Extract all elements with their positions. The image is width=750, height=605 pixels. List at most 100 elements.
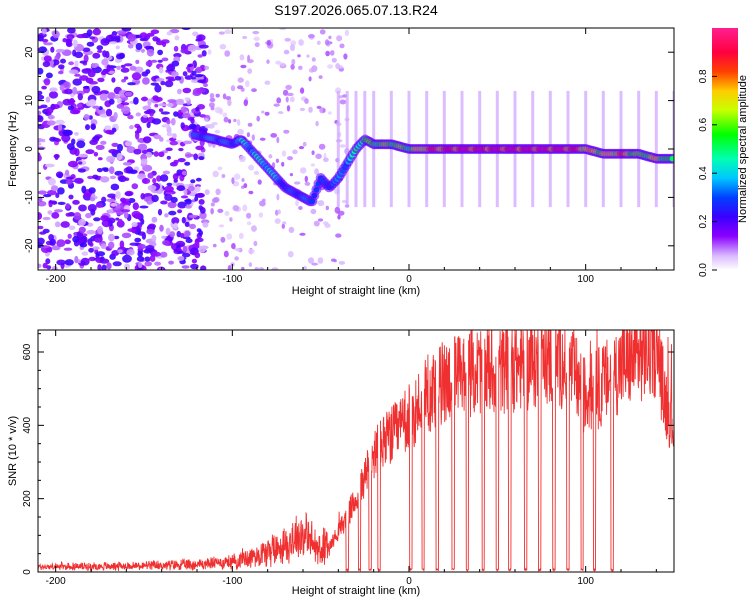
colorbar-label: Normalized spectral amplitude	[737, 75, 749, 223]
noise-blob	[325, 205, 329, 211]
noise-blob	[100, 215, 109, 222]
noise-blob	[55, 48, 65, 53]
noise-blob	[48, 200, 57, 204]
noise-blob	[137, 143, 148, 152]
noise-blob	[68, 194, 74, 200]
noise-blob	[142, 77, 150, 85]
noise-blob	[57, 201, 66, 205]
snr-series-line	[38, 330, 674, 572]
noise-blob	[200, 265, 207, 270]
noise-blob	[100, 38, 110, 46]
noise-blob	[146, 121, 151, 129]
noise-blob	[270, 133, 278, 138]
noise-blob	[248, 262, 253, 267]
noise-blob	[223, 116, 229, 123]
spectrogram-ytick-label: 10	[24, 95, 35, 107]
noise-blob	[57, 124, 63, 131]
noise-blob	[81, 185, 87, 194]
noise-blob	[318, 75, 323, 79]
noise-blob	[273, 103, 280, 107]
noise-blob	[146, 48, 155, 57]
noise-blob	[43, 78, 51, 86]
noise-blob	[88, 247, 94, 253]
noise-blob	[66, 176, 74, 180]
noise-blob	[298, 39, 304, 46]
noise-blob	[182, 113, 191, 119]
noise-blob	[120, 64, 126, 68]
noise-blob	[315, 153, 322, 160]
noise-blob	[67, 233, 72, 239]
noise-blob	[116, 103, 124, 109]
noise-blob	[104, 125, 112, 131]
noise-blob	[115, 45, 120, 50]
noise-blob	[243, 183, 248, 189]
snr-xlabel: Height of straight line (km)	[292, 585, 420, 597]
noise-blob	[177, 201, 187, 209]
noise-blob	[238, 232, 244, 239]
noise-blob	[231, 177, 235, 185]
noise-blob	[54, 154, 59, 160]
noise-blob	[44, 163, 55, 168]
noise-blob	[92, 135, 101, 141]
noise-blob	[85, 212, 92, 219]
noise-blob	[323, 221, 329, 226]
noise-blob	[227, 99, 232, 107]
noise-blob	[157, 49, 164, 56]
noise-blob	[246, 221, 252, 226]
noise-blob	[38, 153, 41, 161]
noise-blob	[300, 167, 307, 174]
noise-blob	[146, 201, 153, 205]
noise-blob	[259, 137, 266, 141]
noise-blob	[259, 267, 264, 270]
noise-blob	[172, 133, 177, 139]
noise-blob	[162, 170, 171, 175]
noise-blob	[339, 99, 347, 105]
noise-blob	[101, 264, 107, 270]
noise-blob	[228, 119, 232, 124]
noise-blob	[97, 264, 102, 270]
noise-blob	[336, 35, 343, 42]
noise-blob	[302, 141, 307, 147]
noise-blob	[277, 209, 281, 215]
noise-blob	[174, 76, 182, 81]
noise-blob	[144, 45, 154, 50]
noise-blob	[173, 45, 179, 52]
noise-blob	[135, 59, 140, 64]
noise-blob	[58, 70, 64, 75]
noise-blob	[253, 36, 260, 41]
noise-blob	[158, 103, 167, 107]
noise-blob	[136, 256, 145, 262]
noise-blob	[304, 175, 308, 183]
noise-blob	[184, 161, 191, 166]
noise-blob	[195, 186, 201, 192]
noise-blob	[65, 203, 71, 210]
noise-blob	[82, 85, 91, 89]
noise-blob	[114, 94, 120, 99]
noise-blob	[129, 125, 134, 130]
noise-blob	[182, 245, 188, 253]
noise-blob	[134, 213, 141, 219]
noise-blob	[298, 65, 303, 71]
noise-blob	[191, 70, 197, 76]
noise-blob	[304, 181, 311, 186]
noise-blob	[63, 82, 70, 88]
noise-blob	[152, 177, 157, 184]
noise-blob	[258, 212, 264, 218]
noise-blob	[140, 158, 148, 165]
noise-blob	[239, 54, 245, 61]
noise-blob	[38, 196, 43, 203]
noise-blob	[48, 91, 59, 99]
spectrogram-marks	[38, 28, 674, 270]
noise-blob	[147, 172, 154, 179]
noise-blob	[229, 217, 233, 222]
noise-blob	[215, 93, 220, 98]
noise-blob	[132, 202, 139, 210]
noise-blob	[45, 96, 51, 103]
noise-blob	[180, 122, 185, 129]
noise-blob	[187, 63, 194, 68]
noise-blob	[171, 60, 180, 67]
noise-blob	[97, 226, 103, 234]
snr-ylabel: SNR (10 * v/v)	[7, 416, 19, 486]
